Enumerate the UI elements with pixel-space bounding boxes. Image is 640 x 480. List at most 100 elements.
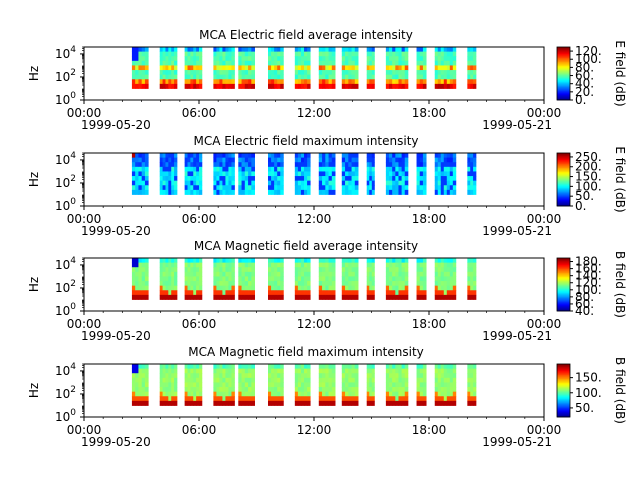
spectrogram-cell [174, 382, 178, 388]
spectrogram-cell [452, 377, 457, 383]
spectrogram-cell [300, 276, 305, 282]
spectrogram-cell [244, 47, 249, 53]
spectrogram-cell [318, 189, 323, 195]
spectrogram-cell [473, 267, 477, 273]
colorbar-step [557, 155, 570, 158]
spectrogram-cell [131, 281, 136, 287]
colorbar-step [557, 369, 570, 372]
spectrogram-cell [171, 285, 175, 291]
spectrogram-cell [248, 157, 252, 163]
spectrogram-cell [277, 400, 281, 406]
spectrogram-cell [371, 83, 375, 89]
spectrogram-cell [280, 373, 284, 379]
spectrogram-cell [307, 382, 311, 388]
spectrogram-cell [162, 382, 166, 388]
spectrogram-cell [398, 79, 403, 85]
spectrogram-cell [277, 258, 281, 264]
spectrogram-cell [318, 276, 323, 282]
spectrogram-cell [238, 281, 242, 287]
spectrogram-cell [446, 47, 451, 53]
spectrogram-cell [244, 83, 249, 89]
spectrogram-cell [345, 276, 349, 282]
spectrogram-cell [251, 377, 255, 383]
spectrogram-cell [216, 368, 220, 374]
spectrogram-cell [389, 185, 393, 191]
spectrogram-cell [467, 176, 471, 182]
spectrogram-cell [351, 180, 356, 186]
spectrogram-cell [184, 180, 188, 186]
colorbar-tick-label: 140. [575, 269, 602, 283]
spectrogram-cell [225, 373, 229, 379]
spectrogram-cell [219, 262, 223, 268]
data-segment [238, 258, 255, 300]
spectrogram-cell [416, 153, 421, 159]
spectrogram-cell [297, 400, 302, 406]
spectrogram-cell [369, 387, 373, 393]
spectrogram-cell [294, 267, 299, 273]
spectrogram-cell [238, 373, 242, 379]
spectrogram-cell [366, 70, 370, 76]
spectrogram-cell [369, 364, 373, 370]
spectrogram-cell [174, 267, 178, 273]
spectrogram-cell [419, 60, 424, 66]
spectrogram-cell [467, 368, 471, 374]
spectrogram-cell [231, 368, 235, 374]
spectrogram-cell [277, 180, 281, 186]
spectrogram-cell [241, 364, 246, 370]
spectrogram-cell [165, 189, 169, 195]
colorbar-step [557, 403, 570, 406]
spectrogram-cell [467, 171, 471, 177]
spectrogram-cell [404, 74, 409, 80]
spectrogram-cell [280, 258, 284, 264]
spectrogram-cell [419, 70, 424, 76]
spectrogram-cell [300, 74, 305, 80]
spectrogram-cell [351, 281, 356, 287]
spectrogram-cell [467, 65, 471, 71]
spectrogram-cell [199, 396, 203, 402]
spectrogram-cell [241, 65, 246, 71]
spectrogram-cell [190, 281, 194, 287]
spectrogram-cell [401, 377, 406, 383]
spectrogram-cell [354, 396, 359, 402]
spectrogram-cell [322, 281, 326, 287]
spectrogram-cell [216, 276, 220, 282]
spectrogram-cell [401, 180, 406, 186]
spectrogram-cell [348, 258, 352, 264]
spectrogram-cell [331, 171, 336, 177]
spectrogram-cell [159, 373, 163, 379]
spectrogram-cell [437, 51, 442, 57]
spectrogram-cell [470, 185, 474, 191]
spectrogram-cell [271, 47, 275, 53]
spectrogram-cell [162, 271, 166, 277]
spectrogram-cell [216, 51, 220, 57]
spectrogram-cell [467, 47, 471, 53]
spectrogram-cell [318, 185, 323, 191]
spectrogram-cell [238, 400, 242, 406]
spectrogram-cell [348, 189, 352, 195]
spectrogram-cell [216, 189, 220, 195]
spectrogram-cell [297, 171, 302, 177]
spectrogram-cell [199, 176, 203, 182]
spectrogram-cell [251, 47, 255, 53]
spectrogram-cell [446, 271, 451, 277]
spectrogram-cell [244, 271, 249, 277]
spectrogram-cell [395, 70, 399, 76]
spectrogram-cell [371, 47, 375, 53]
spectrogram-cell [300, 262, 305, 268]
spectrogram-cell [174, 391, 178, 397]
spectrogram-cell [354, 373, 359, 379]
spectrogram-cell [395, 396, 399, 402]
spectrogram-cell [437, 60, 442, 66]
spectrogram-cell [187, 290, 191, 296]
spectrogram-cell [434, 396, 439, 402]
spectrogram-cell [228, 153, 232, 159]
spectrogram-cell [280, 391, 284, 397]
spectrogram-cell [135, 400, 139, 406]
spectrogram-cell [225, 51, 229, 57]
spectrogram-cell [213, 262, 217, 268]
spectrogram-cell [389, 281, 393, 287]
spectrogram-cell [184, 271, 188, 277]
spectrogram-cell [354, 153, 359, 159]
spectrogram-cell [244, 180, 249, 186]
spectrogram-cell [348, 171, 352, 177]
